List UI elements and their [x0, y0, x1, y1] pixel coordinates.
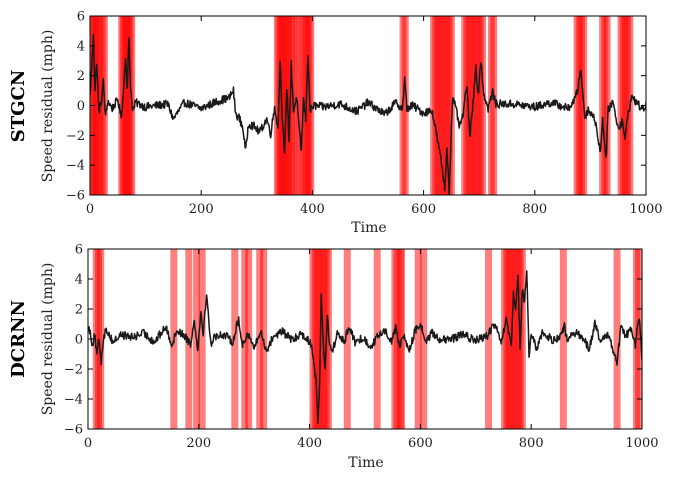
y-axis-label-dcrnn: Speed residual (mph) [40, 263, 56, 416]
y-tick-label-dcrnn-3: 0 [75, 333, 83, 348]
highlight-band-dcrnn-9 [245, 249, 253, 429]
y-tick-label-stgcn-4: 2 [77, 69, 85, 84]
highlight-band-dcrnn-10 [256, 249, 264, 429]
panel-stgcn: STGCN Speed residual (mph) Time 0 200 400 6… [8, 10, 663, 237]
residual-line-stgcn [90, 33, 646, 195]
y-tick-label-stgcn-5: 4 [77, 39, 85, 54]
x-tick-label-dcrnn-2: 400 [297, 436, 322, 451]
y-tick-label-stgcn-3: 0 [77, 99, 85, 114]
y-tick-label-stgcn-6: 6 [77, 10, 85, 25]
highlight-band-dcrnn-26 [414, 249, 422, 429]
y-tick-label-dcrnn-0: −6 [64, 423, 83, 438]
y-tick-label-dcrnn-6: 6 [75, 243, 83, 258]
highlight-band-dcrnn-21 [373, 249, 381, 429]
highlight-band-dcrnn-2 [97, 249, 105, 429]
highlight-band-dcrnn-8 [241, 249, 249, 429]
highlight-band-stgcn-51 [479, 16, 487, 195]
x-tick-label-dcrnn-0: 0 [84, 436, 92, 451]
highlight-band-stgcn-42 [447, 16, 455, 195]
x-tick-label-stgcn-0: 0 [86, 202, 94, 217]
y-tick-label-stgcn-2: −2 [66, 129, 85, 144]
row-label-dcrnn: DCRNN [8, 300, 29, 378]
y-axis-label-stgcn: Speed residual (mph) [40, 30, 56, 183]
highlight-band-dcrnn-39 [613, 249, 621, 429]
row-label-stgcn: STGCN [8, 70, 29, 143]
panel-dcrnn: DCRNN Speed residual (mph) Time 0 200 400 6… [8, 243, 659, 472]
y-tick-label-dcrnn-2: −2 [64, 363, 83, 378]
y-tick-label-dcrnn-4: 2 [75, 303, 83, 318]
highlight-band-dcrnn-6 [198, 249, 206, 429]
highlight-band-dcrnn-28 [485, 249, 493, 429]
y-tick-label-stgcn-1: −4 [66, 159, 85, 174]
x-tick-label-stgcn-1: 200 [189, 202, 214, 217]
x-tick-label-dcrnn-3: 600 [408, 436, 433, 451]
highlight-band-dcrnn-20 [343, 249, 351, 429]
y-tick-label-stgcn-0: −6 [66, 189, 85, 204]
x-axis-label-stgcn: Time [351, 220, 386, 236]
highlight-band-dcrnn-38 [559, 249, 567, 429]
x-tick-label-stgcn-2: 400 [300, 202, 325, 217]
x-tick-label-dcrnn-1: 200 [186, 436, 211, 451]
x-tick-label-stgcn-3: 600 [411, 202, 436, 217]
highlight-band-stgcn-53 [490, 16, 498, 195]
x-tick-label-dcrnn-4: 800 [519, 436, 544, 451]
highlight-band-dcrnn-27 [420, 249, 428, 429]
residual-line-dcrnn [88, 270, 642, 424]
x-tick-label-dcrnn-5: 1000 [625, 436, 658, 451]
highlight-band-stgcn-60 [603, 16, 611, 195]
y-tick-label-dcrnn-5: 4 [75, 273, 83, 288]
x-axis-label-dcrnn: Time [348, 455, 383, 471]
highlight-band-dcrnn-37 [518, 249, 526, 429]
highlight-band-stgcn-33 [401, 16, 409, 195]
y-tick-label-dcrnn-1: −4 [64, 393, 83, 408]
x-tick-label-stgcn-4: 800 [522, 202, 547, 217]
x-tick-label-stgcn-5: 1000 [629, 202, 662, 217]
